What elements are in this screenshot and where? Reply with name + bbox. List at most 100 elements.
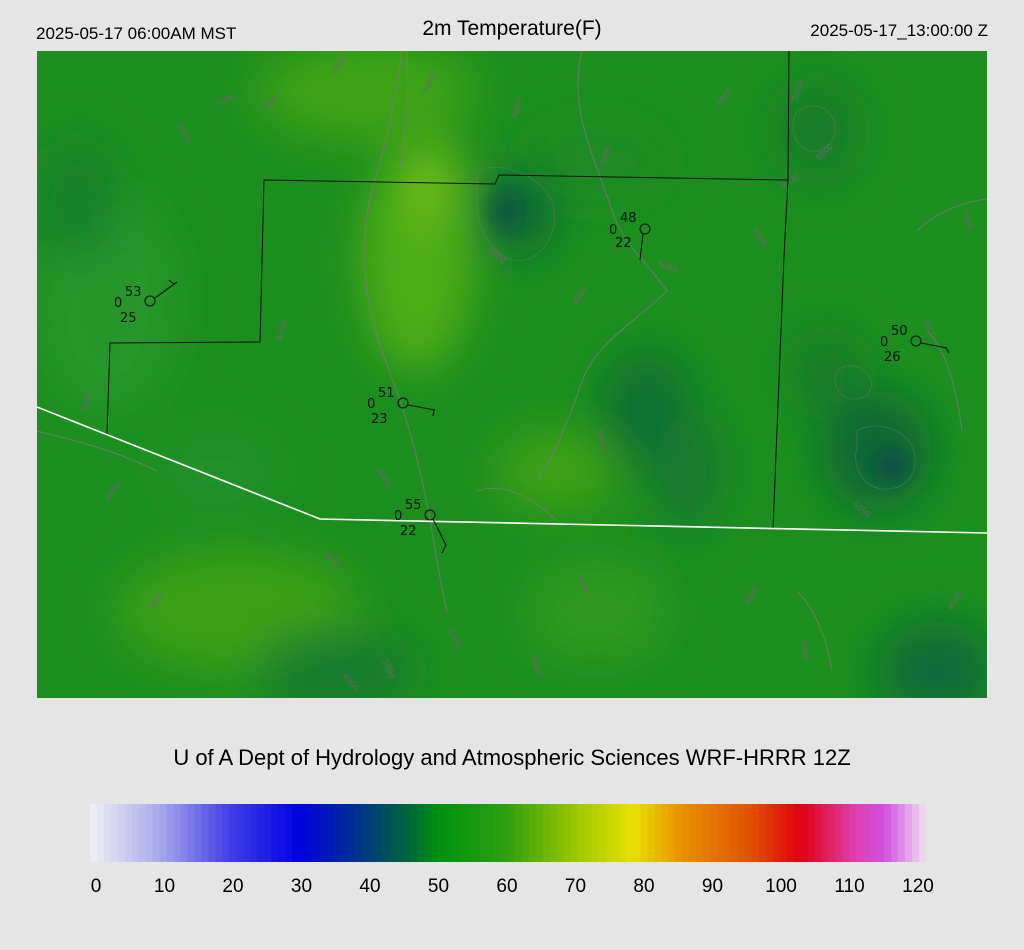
- color-scale-step: [424, 804, 432, 862]
- color-scale-step: [333, 804, 342, 862]
- color-scale-step: [828, 804, 837, 862]
- color-scale-step: [591, 804, 600, 862]
- station-dewpoint: 26: [884, 350, 901, 365]
- color-scale-step: [521, 804, 530, 862]
- color-scale-label: 50: [427, 876, 450, 897]
- color-scale-step: [264, 804, 272, 862]
- color-scale-step: [508, 804, 516, 862]
- color-scale-step: [452, 804, 460, 862]
- station-plot: 55 0 22: [394, 498, 447, 554]
- color-scale-step: [473, 804, 481, 862]
- color-scale-label: 10: [153, 876, 176, 897]
- model-credit: U of A Dept of Hydrology and Atmospheric…: [173, 745, 851, 770]
- color-scale-step: [187, 804, 196, 862]
- station-dewpoint: 25: [120, 311, 137, 326]
- color-scale-step: [124, 804, 133, 862]
- map-title: 2m Temperature(F): [422, 17, 602, 40]
- color-scale-label: 0: [90, 876, 102, 897]
- color-scale-step: [131, 804, 140, 862]
- color-scale-step: [779, 804, 788, 862]
- color-scale-step: [856, 804, 864, 862]
- color-scale-step: [243, 804, 251, 862]
- color-scale-step: [110, 804, 119, 862]
- color-scale-step: [326, 804, 335, 862]
- color-scale-step: [201, 804, 210, 862]
- color-scale-step: [368, 804, 377, 862]
- color-scale-step: [145, 804, 154, 862]
- color-scale-step: [90, 804, 98, 862]
- color-scale-step: [905, 804, 913, 862]
- color-scale-step: [807, 804, 816, 862]
- color-scale-step: [208, 804, 216, 862]
- color-scale-step: [542, 804, 551, 862]
- color-scale-step: [598, 804, 607, 862]
- color-scale-step: [884, 804, 892, 862]
- station-cloud: 0: [367, 397, 375, 412]
- color-scale-step: [278, 804, 286, 862]
- station-temp: 55: [405, 498, 422, 513]
- color-scale-step: [117, 804, 126, 862]
- color-scale-label: 20: [222, 876, 244, 897]
- terrain-contours-light: [476, 105, 916, 490]
- station-cloud: 0: [114, 296, 122, 311]
- color-scale-step: [800, 804, 809, 862]
- color-scale-label: 40: [359, 876, 381, 897]
- color-scale-step: [849, 804, 857, 862]
- color-scale-step: [354, 804, 363, 862]
- station-dewpoint: 22: [400, 524, 417, 539]
- color-scale-step: [814, 804, 823, 862]
- color-scale-step: [626, 804, 634, 862]
- color-scale-step: [689, 804, 697, 862]
- color-scale-step: [633, 804, 641, 862]
- station-plot: 50 0 26: [880, 324, 950, 365]
- color-scale-step: [717, 804, 725, 862]
- color-scale-step: [103, 804, 112, 862]
- color-scale-step: [744, 804, 753, 862]
- color-scale-step: [382, 804, 391, 862]
- color-scale-step: [772, 804, 781, 862]
- color-scale-labels: 0 10 20 30 40 50 60 70 80 90 100 110 120: [0, 876, 1024, 906]
- color-scale-step: [619, 804, 628, 862]
- color-scale-step: [299, 804, 307, 862]
- color-scale-step: [138, 804, 147, 862]
- color-scale-label: 70: [564, 876, 587, 897]
- color-scale-step: [229, 804, 237, 862]
- color-scale-step: [696, 804, 704, 862]
- valid-time-label: 2025-05-17_13:00:00 Z: [810, 21, 988, 40]
- svg-text:4000: 4000: [530, 655, 542, 677]
- color-scale-step: [375, 804, 384, 862]
- color-scale-step: [501, 804, 509, 862]
- color-scale-label: 100: [765, 876, 797, 897]
- color-scale-step: [445, 804, 453, 862]
- color-scale-step: [403, 804, 412, 862]
- station-dewpoint: 22: [615, 236, 632, 251]
- station-dewpoint: 23: [371, 412, 388, 427]
- color-scale-label: 30: [290, 876, 313, 897]
- color-scale-step: [661, 804, 669, 862]
- color-scale-step: [396, 804, 405, 862]
- color-scale-step: [835, 804, 843, 862]
- color-scale-step: [361, 804, 370, 862]
- color-scale-step: [535, 804, 544, 862]
- station-plot: 51 0 23: [367, 386, 436, 427]
- station-temp: 53: [125, 285, 142, 300]
- color-scale-step: [640, 804, 648, 862]
- color-scale-step: [285, 804, 293, 862]
- color-scale-step: [919, 804, 926, 862]
- color-scale-label: 90: [701, 876, 724, 897]
- color-scale-step: [180, 804, 189, 862]
- color-scale-step: [410, 804, 419, 862]
- color-scale-step: [605, 804, 614, 862]
- color-scale-step: [912, 804, 920, 862]
- color-scale-step: [549, 804, 558, 862]
- local-time-label: 2025-05-17 06:00AM MST: [36, 24, 237, 43]
- color-scale-step: [257, 804, 265, 862]
- color-scale-step: [194, 804, 203, 862]
- color-scale-step: [730, 804, 739, 862]
- color-scale-step: [682, 804, 690, 862]
- color-scale-step: [271, 804, 279, 862]
- color-scale-step: [487, 804, 495, 862]
- color-scale-step: [480, 804, 488, 862]
- color-scale-step: [438, 804, 446, 862]
- color-scale-step: [417, 804, 425, 862]
